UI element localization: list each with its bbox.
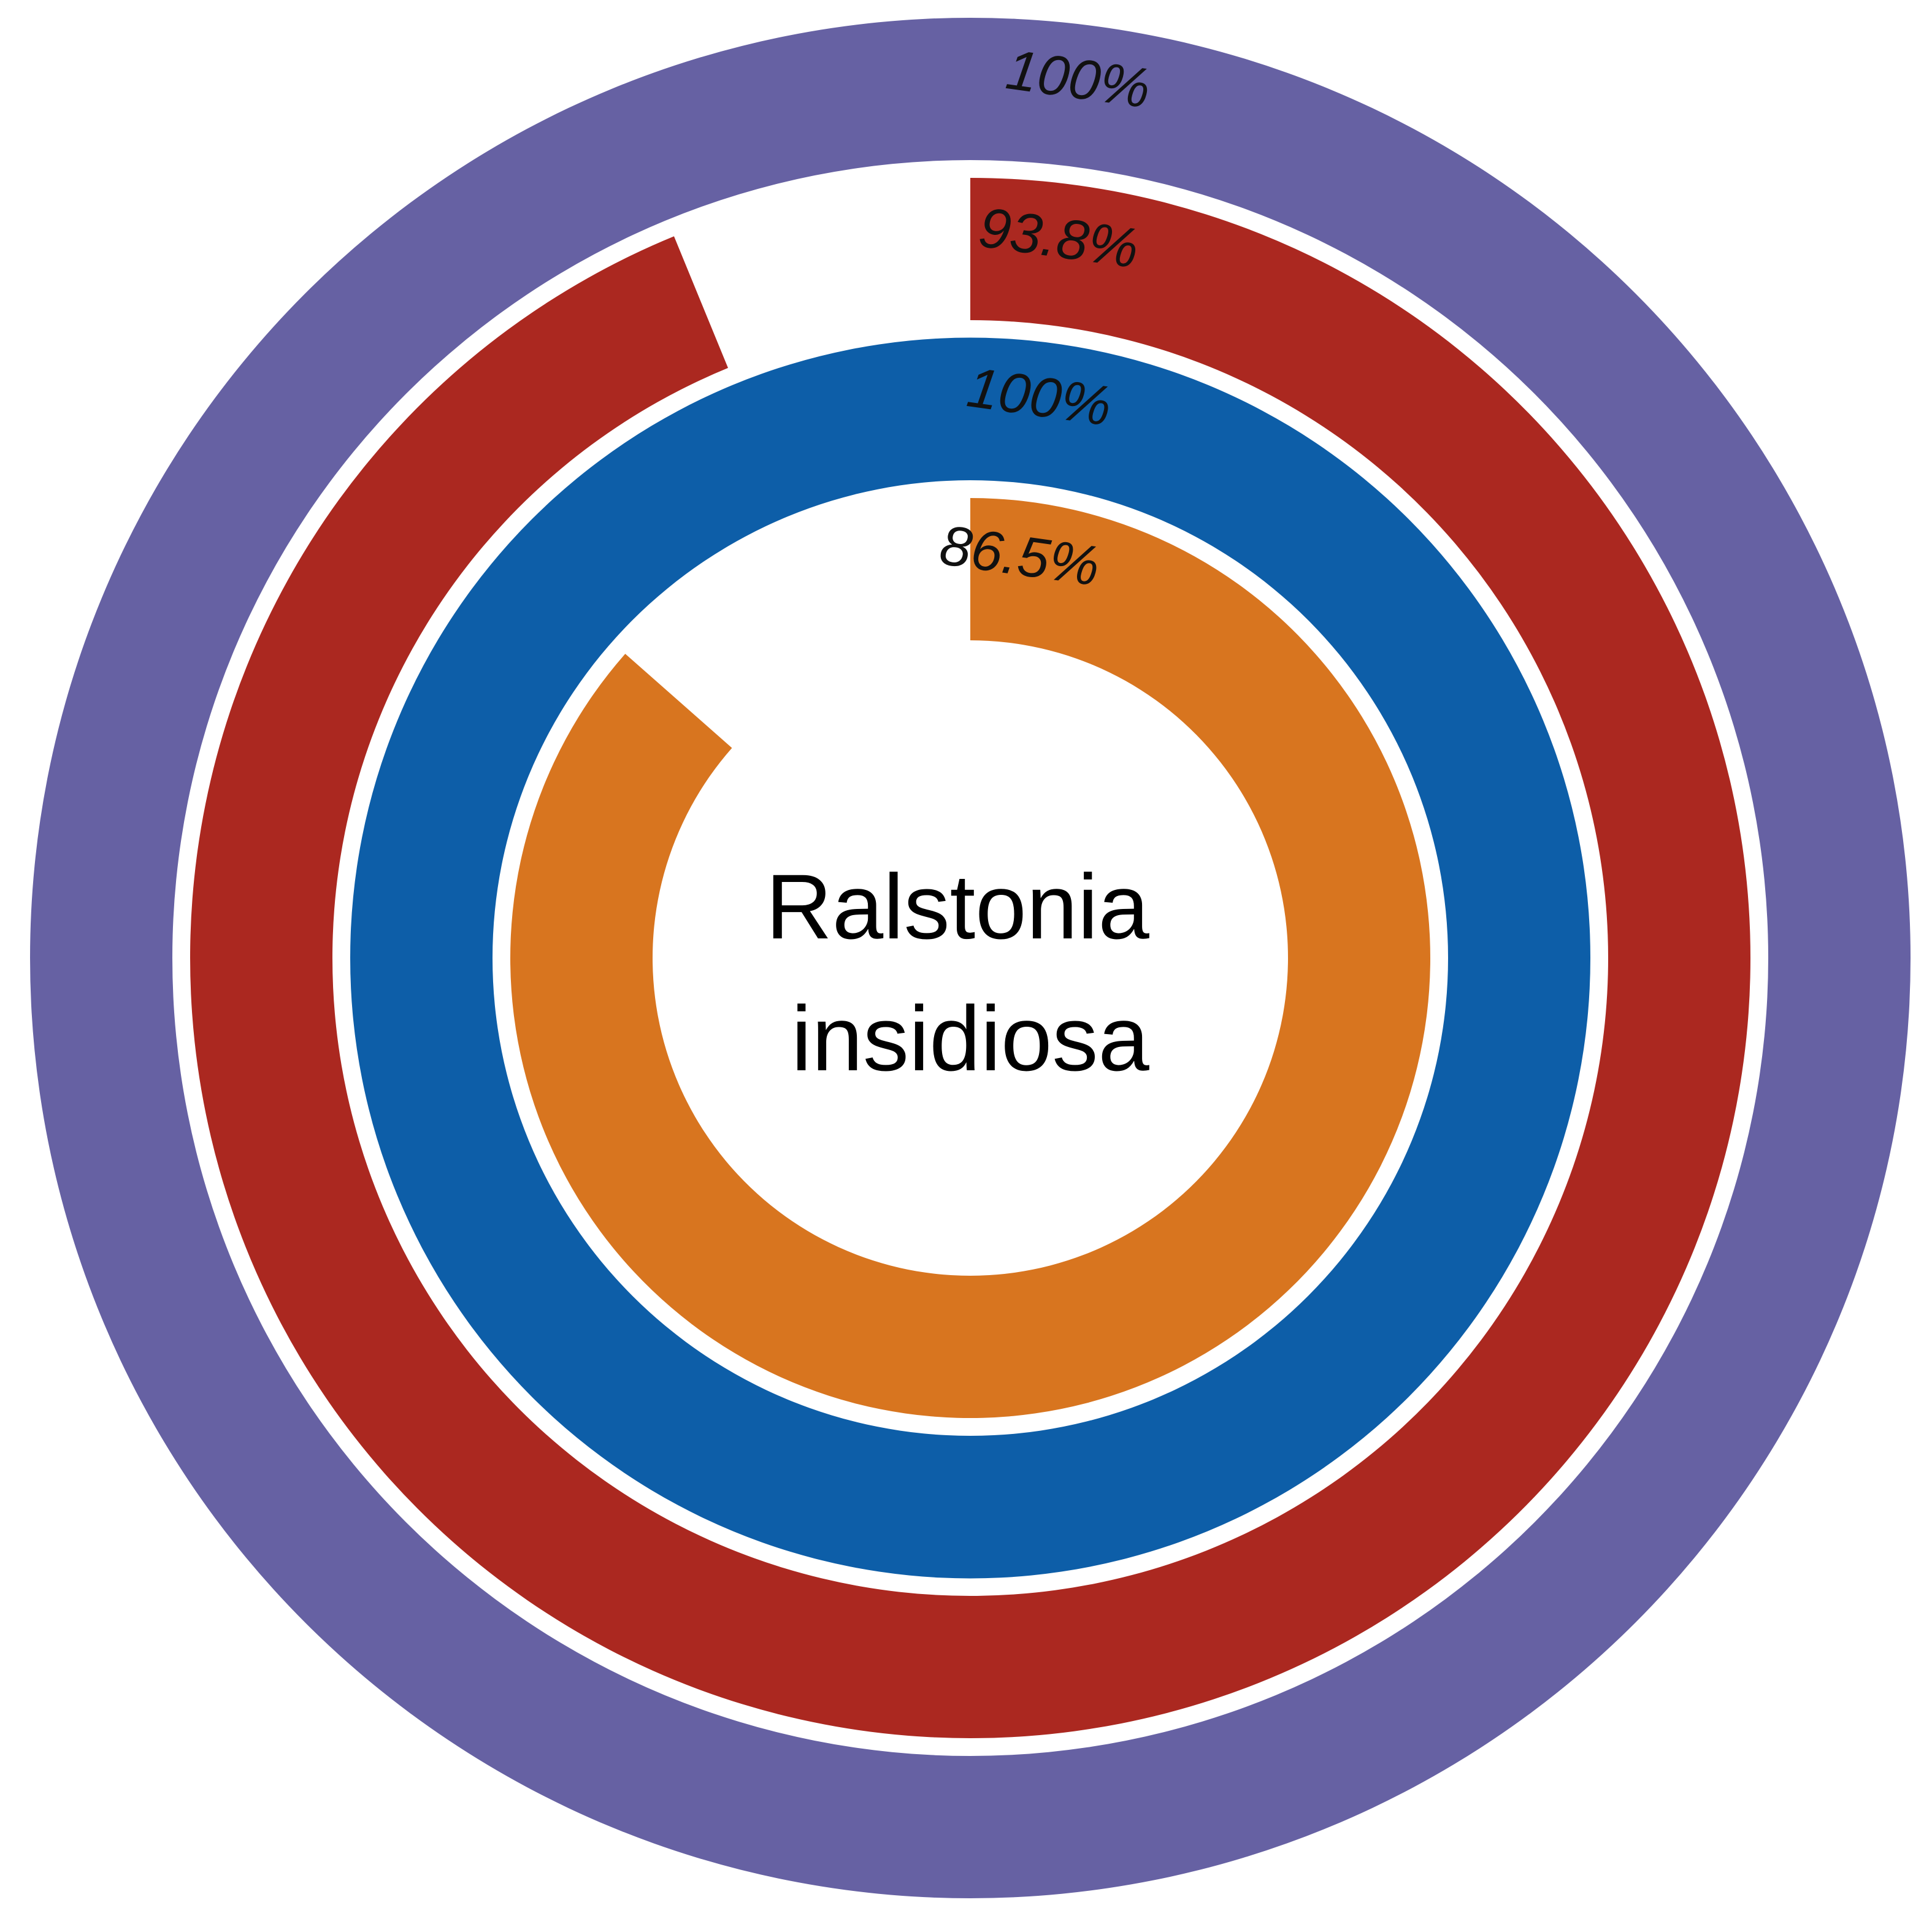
center-label-line-1: Ralstonia: [765, 855, 1149, 958]
rings-layer: [30, 18, 1911, 1898]
center-label-line-2: insidiosa: [791, 987, 1149, 1090]
center-label: Ralstonia insidiosa: [765, 855, 1175, 1090]
ring-bar-4: [510, 498, 1430, 1419]
